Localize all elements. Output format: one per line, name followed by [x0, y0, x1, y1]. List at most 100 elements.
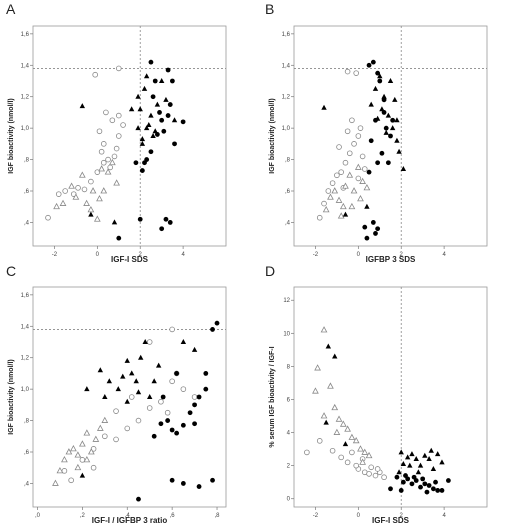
filled-triangle-point: [439, 459, 445, 465]
open-circle-point: [107, 164, 113, 171]
x-tick-label: -2: [313, 252, 319, 258]
open-circle-point: [62, 188, 68, 194]
open-triangle-point: [337, 212, 345, 219]
filled-circle-point: [388, 133, 393, 139]
open-triangle-point: [74, 463, 82, 471]
open-triangle-point: [83, 429, 91, 436]
open-circle-point: [372, 472, 379, 479]
filled-triangle-point: [396, 148, 402, 154]
open-triangle-point: [339, 420, 347, 427]
filled-triangle-point: [155, 362, 162, 368]
filled-triangle-point: [128, 106, 135, 112]
filled-circle-point: [152, 78, 158, 84]
filled-triangle-point: [381, 93, 387, 99]
filled-triangle-point: [152, 128, 158, 134]
filled-circle-point: [383, 125, 389, 131]
y-tick-label: 12: [283, 298, 290, 304]
filled-triangle-point: [383, 129, 389, 135]
filled-triangle-point: [106, 378, 113, 384]
filled-circle-point: [165, 67, 171, 73]
open-circle-point: [120, 122, 126, 128]
y-tick-label: 1,2: [21, 95, 30, 101]
open-triangle-point: [59, 199, 67, 206]
open-circle-point: [357, 125, 364, 131]
y-tick-label: 4: [287, 431, 291, 437]
panel-letter: B: [265, 1, 274, 17]
open-circle-point: [113, 408, 119, 414]
x-tick-label: ,8: [215, 513, 221, 519]
open-circle-point: [109, 117, 116, 124]
open-triangle-point: [68, 182, 75, 189]
y-tick-label: ,8: [285, 158, 291, 164]
filled-triangle-point: [135, 93, 141, 99]
open-circle-point: [111, 153, 118, 160]
filled-circle-point: [180, 119, 186, 125]
open-triangle-point: [96, 195, 103, 202]
x-tick-label: 4: [442, 252, 446, 258]
filled-circle-point: [174, 371, 180, 376]
open-circle-point: [128, 394, 135, 400]
open-triangle-point: [92, 435, 100, 442]
open-circle-point: [45, 214, 51, 221]
filled-triangle-point: [342, 211, 349, 217]
filled-circle-point: [196, 484, 202, 489]
filled-circle-point: [139, 168, 145, 173]
open-circle-point: [368, 464, 375, 471]
filled-circle-point: [370, 220, 376, 225]
filled-triangle-point: [120, 373, 126, 379]
y-tick-label: ,4: [24, 220, 30, 226]
filled-circle-point: [418, 484, 423, 490]
filled-circle-point: [377, 78, 383, 84]
open-triangle-point: [89, 187, 97, 194]
filled-circle-point: [370, 59, 376, 65]
open-circle-point: [88, 178, 94, 185]
x-tick-label: ,0: [35, 513, 41, 519]
filled-circle-point: [388, 486, 393, 492]
filled-triangle-point: [325, 343, 332, 349]
filled-circle-point: [137, 216, 143, 222]
x-tick-label: 2: [139, 252, 143, 258]
open-circle-point: [92, 71, 98, 78]
open-circle-point: [329, 180, 336, 186]
filled-circle-point: [165, 113, 171, 118]
filled-circle-point: [161, 128, 167, 134]
filled-triangle-point: [332, 353, 338, 359]
open-circle-point: [351, 141, 357, 147]
filled-circle-point: [398, 488, 404, 493]
panel-b: B -2 0 2 4 ,4 ,6 ,8 1,0 1,2 1,4 1,6 IGFBP 3 SDS IG…: [265, 1, 488, 264]
x-tick-label: 4: [181, 252, 185, 258]
open-circle-point: [68, 477, 74, 484]
x-tick-label: 2: [400, 252, 404, 258]
filled-circle-point: [159, 226, 165, 232]
filled-triangle-point: [146, 122, 152, 127]
open-triangle-point: [70, 445, 77, 452]
x-tick-label: -2: [52, 252, 58, 258]
y-tick-label: 1,0: [21, 126, 30, 132]
open-triangle-point: [320, 326, 328, 333]
filled-triangle-point: [158, 78, 165, 83]
open-circle-point: [338, 169, 344, 175]
filled-triangle-point: [124, 398, 130, 404]
filled-triangle-point: [146, 394, 153, 399]
open-circle-point: [61, 468, 68, 474]
y-tick-label: 8: [287, 364, 291, 370]
open-triangle-point: [100, 187, 108, 194]
filled-triangle-point: [154, 101, 161, 107]
filled-triangle-point: [389, 125, 396, 131]
y-axis-label: IGF bioactivity (nmol/l): [8, 98, 15, 173]
open-circle-point: [113, 145, 120, 152]
filled-triangle-point: [422, 452, 428, 458]
open-triangle-point: [65, 448, 73, 455]
filled-circle-point: [366, 62, 372, 68]
filled-triangle-point: [372, 85, 379, 91]
open-circle-point: [353, 462, 359, 469]
open-triangle-point: [98, 165, 105, 172]
open-circle-point: [325, 188, 332, 194]
open-triangle-point: [101, 416, 109, 423]
y-tick-label: 1,4: [21, 63, 30, 69]
open-circle-point: [361, 166, 368, 172]
filled-triangle-point: [321, 104, 327, 110]
open-circle-point: [100, 159, 107, 166]
open-circle-point: [349, 449, 355, 456]
filled-circle-point: [400, 479, 406, 485]
